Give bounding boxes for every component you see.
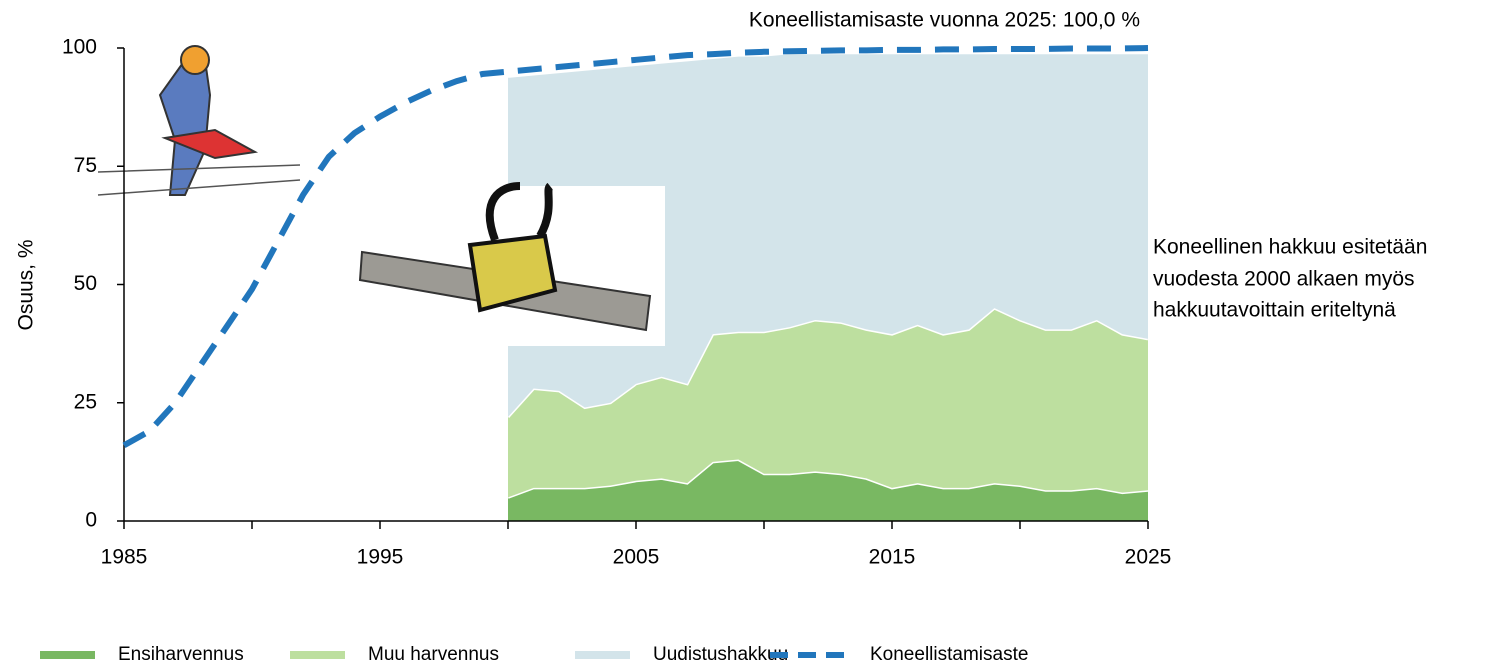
y-tick-label: 100: [62, 36, 97, 59]
illustration: [97, 45, 665, 346]
illustration-boom: [485, 182, 554, 242]
illustration-helmet: [180, 45, 210, 75]
y-axis-label: Osuus, %: [15, 239, 38, 330]
legend-swatch: [290, 651, 345, 659]
y-tick-label: 25: [74, 390, 97, 413]
x-tick-label: 1985: [101, 546, 148, 569]
legend-label: Koneellistamisaste: [870, 644, 1028, 663]
x-tick-label: 1995: [357, 546, 404, 569]
legend-label: Ensiharvennus: [118, 644, 244, 663]
line: [122, 45, 1149, 448]
legend-swatch: [40, 651, 95, 659]
annotation: Koneellistamisaste vuonna 2025: 100,0 %: [749, 9, 1140, 32]
x-tick-label: 2005: [613, 546, 660, 569]
area: [508, 52, 1148, 417]
illustration-figure: [158, 59, 212, 196]
illustration-ground: [97, 164, 301, 196]
x-tick-label: 2015: [869, 546, 916, 569]
legend-swatch: [575, 651, 630, 659]
legend-label: Muu harvennus: [368, 644, 499, 663]
y-tick-label: 75: [74, 154, 97, 177]
note-line: Koneellinen hakkuu esitetään: [1153, 236, 1427, 259]
y-tick-label: 0: [85, 509, 97, 532]
illustration-saw: [161, 128, 259, 160]
note-line: vuodesta 2000 alkaen myös: [1153, 268, 1415, 291]
y-tick-label: 50: [74, 272, 97, 295]
area: [508, 459, 1148, 521]
area: [508, 308, 1148, 498]
legend-label: Uudistushakkuu: [653, 644, 788, 663]
illustration-head: [467, 233, 558, 313]
note-line: hakkuutavoittain eriteltynä: [1153, 299, 1396, 322]
x-tick-label: 2025: [1125, 546, 1172, 569]
